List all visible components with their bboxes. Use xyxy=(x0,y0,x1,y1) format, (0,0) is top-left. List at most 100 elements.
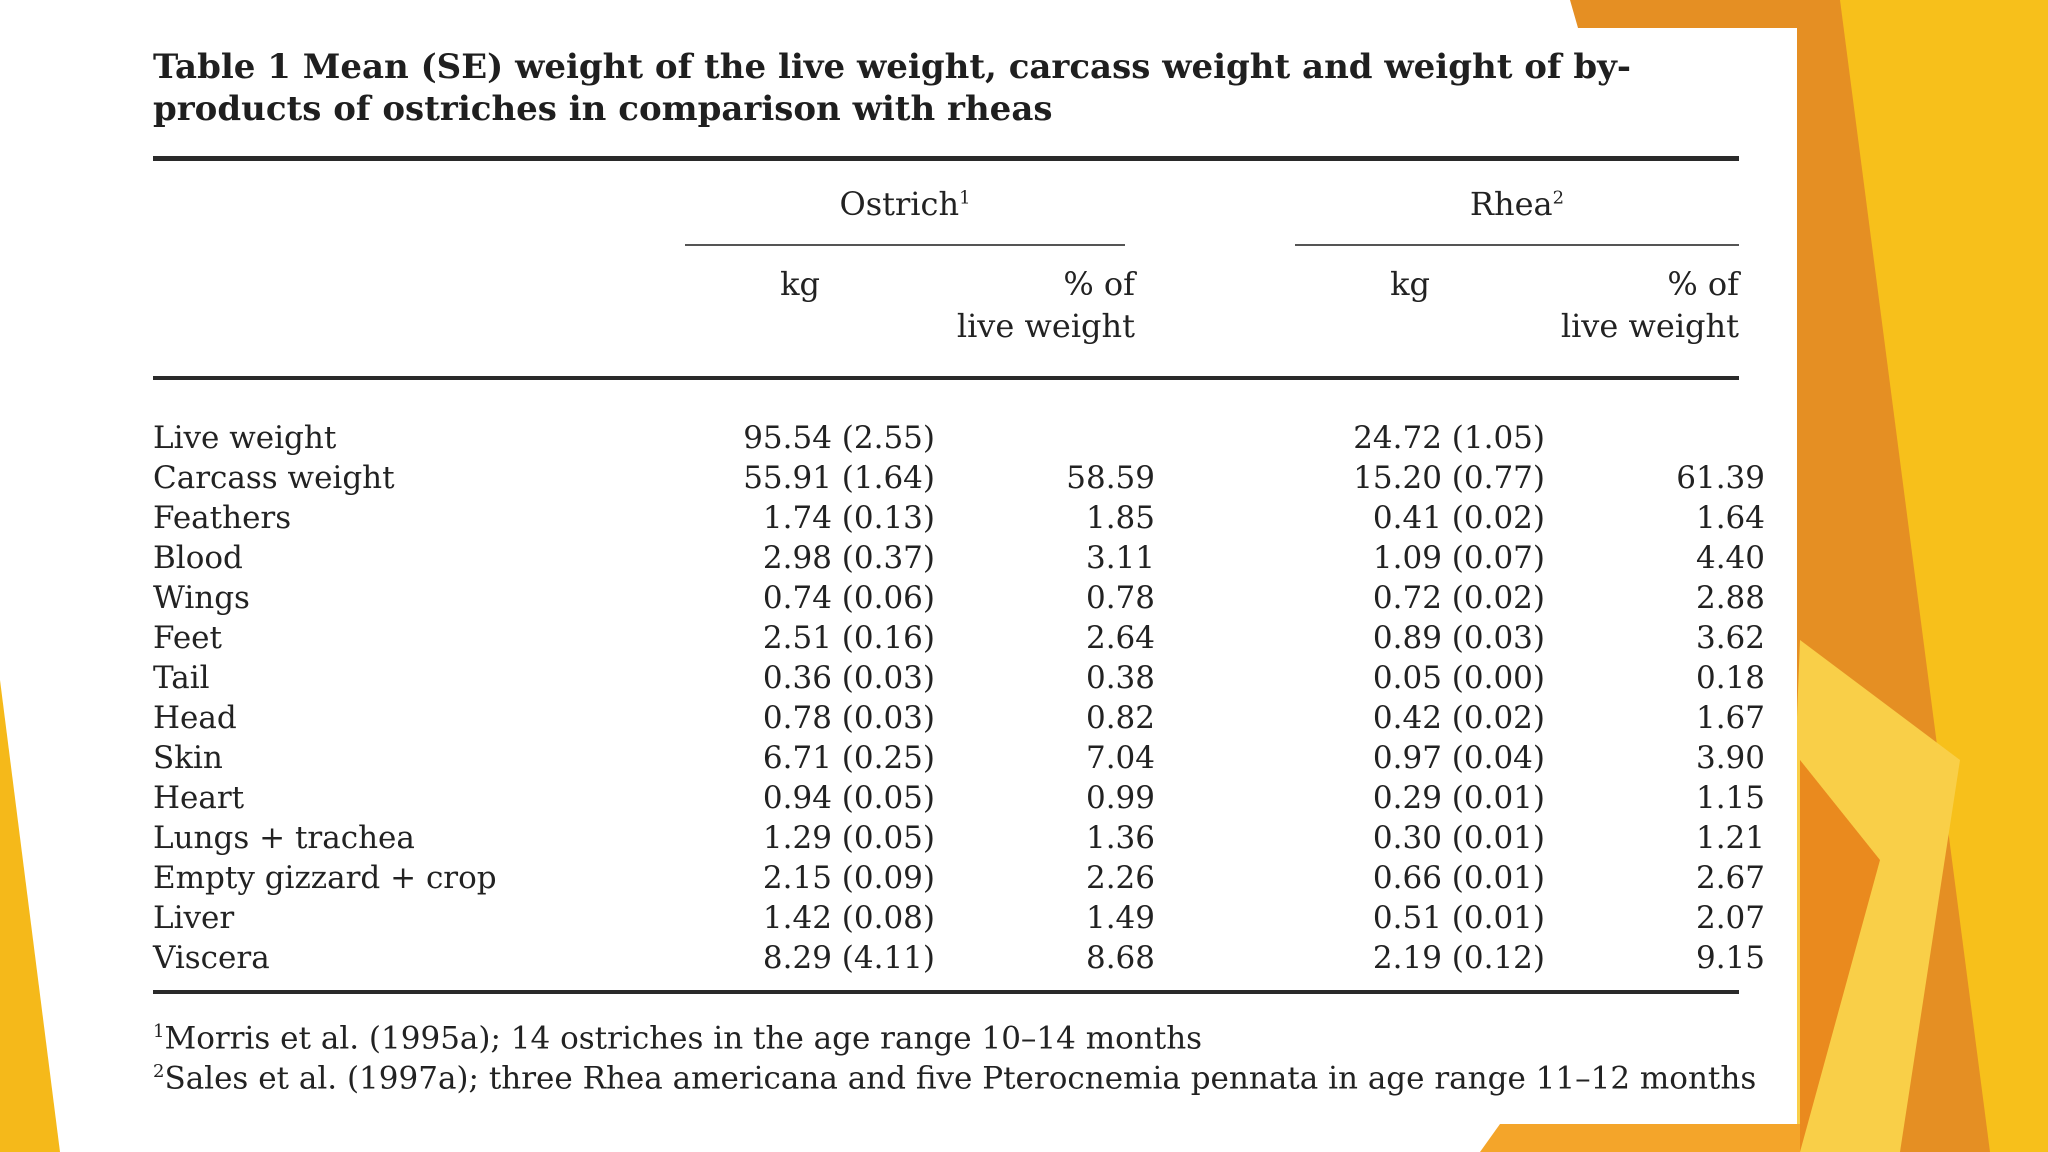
rhea-group-rule xyxy=(1295,244,1739,246)
rhea-pct-cell: 9.15 xyxy=(1695,940,1765,976)
row-label: Heart xyxy=(153,780,245,816)
rhea-pct-cell: 1.67 xyxy=(1695,700,1765,736)
rhea-pct-header-line1: % of xyxy=(1667,265,1739,303)
row-label: Tail xyxy=(153,660,210,696)
ostrich-kg-header-label: kg xyxy=(780,265,820,303)
table-row: Blood 2.98 (0.37) 3.11 1.09 (0.07) 4.40 xyxy=(75,538,1797,578)
ostrich-kg-cell: 55.91 (1.64) xyxy=(743,460,935,496)
ostrich-kg-cell: 95.54 (2.55) xyxy=(743,420,935,456)
table-row: Wings 0.74 (0.06) 0.78 0.72 (0.02) 2.88 xyxy=(75,578,1797,618)
ostrich-pct-cell: 2.64 xyxy=(1085,620,1155,656)
footnote-2-marker: 2 xyxy=(153,1061,165,1082)
ostrich-kg-cell: 1.29 (0.05) xyxy=(762,820,935,856)
rhea-kg-cell: 15.20 (0.77) xyxy=(1353,460,1545,496)
table-row: Lungs + trachea 1.29 (0.05) 1.36 0.30 (0.01… xyxy=(75,818,1797,858)
ostrich-pct-cell: 8.68 xyxy=(1085,940,1155,976)
ostrich-group-header: Ostrich1 xyxy=(685,185,1125,223)
row-label: Viscera xyxy=(153,940,270,976)
footnote-2: 2Sales et al. (1997a); three Rhea americ… xyxy=(153,1052,1756,1098)
rhea-pct-cell: 3.90 xyxy=(1695,740,1765,776)
ostrich-pct-header-line1: % of xyxy=(1063,265,1135,303)
rhea-pct-header-line2: live weight xyxy=(1560,307,1739,345)
rhea-kg-cell: 1.09 (0.07) xyxy=(1372,540,1545,576)
rhea-kg-cell: 0.05 (0.00) xyxy=(1372,660,1545,696)
ostrich-kg-cell: 1.42 (0.08) xyxy=(762,900,935,936)
rhea-pct-cell: 1.21 xyxy=(1695,820,1765,856)
table-row: Carcass weight 55.91 (1.64) 58.59 15.20 (0.… xyxy=(75,458,1797,498)
row-label: Carcass weight xyxy=(153,460,395,496)
footnote-1-text: Morris et al. (1995a); 14 ostriches in t… xyxy=(164,1020,1203,1057)
ostrich-kg-cell: 0.78 (0.03) xyxy=(762,700,935,736)
rhea-kg-header: kg xyxy=(1285,263,1535,305)
row-label: Lungs + trachea xyxy=(153,820,415,856)
ostrich-group-name: Ostrich xyxy=(839,185,960,223)
rhea-kg-cell: 0.41 (0.02) xyxy=(1372,500,1545,536)
row-label: Blood xyxy=(153,540,243,576)
row-label: Feet xyxy=(153,620,222,656)
top-rule xyxy=(153,156,1739,161)
ostrich-kg-header: kg xyxy=(675,263,925,305)
rhea-pct-cell: 3.62 xyxy=(1695,620,1765,656)
right-yellow-facet xyxy=(1840,0,2048,1152)
ostrich-pct-cell: 58.59 xyxy=(1066,460,1155,496)
ostrich-pct-header-line2: live weight xyxy=(956,307,1135,345)
rhea-pct-cell: 2.67 xyxy=(1695,860,1765,896)
table-row: Liver 1.42 (0.08) 1.49 0.51 (0.01) 2.07 xyxy=(75,898,1797,938)
header-rule xyxy=(153,376,1739,380)
rhea-group-name: Rhea xyxy=(1469,185,1553,223)
table-row: Feet 2.51 (0.16) 2.64 0.89 (0.03) 3.62 xyxy=(75,618,1797,658)
rhea-kg-cell: 0.42 (0.02) xyxy=(1372,700,1545,736)
rhea-pct-cell: 61.39 xyxy=(1676,460,1765,496)
row-label: Empty gizzard + crop xyxy=(153,860,497,896)
ostrich-kg-cell: 0.94 (0.05) xyxy=(762,780,935,816)
rhea-pct-header: % of live weight xyxy=(1515,263,1739,347)
rhea-kg-cell: 0.89 (0.03) xyxy=(1372,620,1545,656)
ostrich-pct-cell: 0.78 xyxy=(1085,580,1155,616)
ostrich-kg-cell: 1.74 (0.13) xyxy=(762,500,935,536)
table-row: Empty gizzard + crop 2.15 (0.09) 2.26 0.66 … xyxy=(75,858,1797,898)
rhea-pct-cell: 0.18 xyxy=(1695,660,1765,696)
row-label: Wings xyxy=(153,580,250,616)
table-row: Heart 0.94 (0.05) 0.99 0.29 (0.01) 1.15 xyxy=(75,778,1797,818)
footnote-1-marker: 1 xyxy=(153,1021,165,1042)
ostrich-pct-cell: 1.85 xyxy=(1085,500,1155,536)
footnote-1: 1Morris et al. (1995a); 14 ostriches in … xyxy=(153,1012,1202,1058)
ostrich-pct-cell: 0.38 xyxy=(1085,660,1155,696)
row-label: Skin xyxy=(153,740,223,776)
ostrich-kg-cell: 8.29 (4.11) xyxy=(762,940,935,976)
table-row: Live weight 95.54 (2.55) 24.72 (1.05) xyxy=(75,418,1797,458)
ostrich-group-rule xyxy=(685,244,1125,246)
rhea-group-header: Rhea2 xyxy=(1295,185,1739,223)
rhea-kg-cell: 2.19 (0.12) xyxy=(1372,940,1545,976)
rhea-kg-cell: 0.66 (0.01) xyxy=(1372,860,1545,896)
rhea-kg-cell: 0.72 (0.02) xyxy=(1372,580,1545,616)
footnote-2-text: Sales et al. (1997a); three Rhea america… xyxy=(164,1060,1757,1097)
left-yellow-wedge xyxy=(0,680,60,1152)
table-row: Skin 6.71 (0.25) 7.04 0.97 (0.04) 3.90 xyxy=(75,738,1797,778)
table-row: Viscera 8.29 (4.11) 8.68 2.19 (0.12) 9.15 xyxy=(75,938,1797,978)
rhea-footnote-marker: 2 xyxy=(1552,187,1565,209)
rhea-pct-cell: 1.64 xyxy=(1695,500,1765,536)
rhea-kg-cell: 0.30 (0.01) xyxy=(1372,820,1545,856)
ostrich-pct-cell: 7.04 xyxy=(1085,740,1155,776)
row-label: Live weight xyxy=(153,420,337,456)
table-panel: Table 1 Mean (SE) weight of the live wei… xyxy=(75,28,1797,1124)
table-row: Feathers 1.74 (0.13) 1.85 0.41 (0.02) 1.64 xyxy=(75,498,1797,538)
bottom-orange-strip xyxy=(1480,1124,1800,1152)
rhea-kg-cell: 0.97 (0.04) xyxy=(1372,740,1545,776)
ostrich-pct-cell: 0.82 xyxy=(1085,700,1155,736)
rhea-kg-header-label: kg xyxy=(1390,265,1430,303)
row-label: Feathers xyxy=(153,500,292,536)
ostrich-kg-cell: 2.98 (0.37) xyxy=(762,540,935,576)
ostrich-kg-cell: 2.51 (0.16) xyxy=(762,620,935,656)
rhea-kg-cell: 24.72 (1.05) xyxy=(1353,420,1545,456)
row-label: Head xyxy=(153,700,237,736)
rhea-pct-cell: 4.40 xyxy=(1695,540,1765,576)
ostrich-kg-cell: 6.71 (0.25) xyxy=(762,740,935,776)
ostrich-footnote-marker: 1 xyxy=(959,187,971,209)
right-deep-facet xyxy=(1800,760,1880,1152)
ostrich-pct-header: % of live weight xyxy=(915,263,1135,347)
ostrich-pct-cell: 1.49 xyxy=(1085,900,1155,936)
rhea-kg-cell: 0.29 (0.01) xyxy=(1372,780,1545,816)
